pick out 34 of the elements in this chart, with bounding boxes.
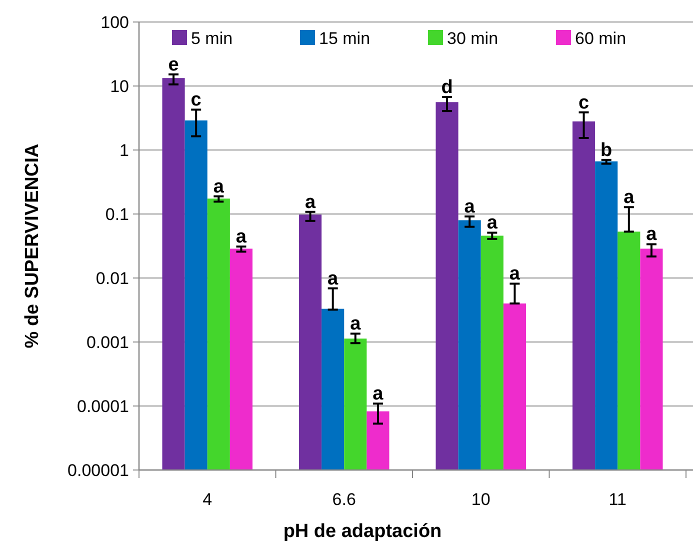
data-label: a — [213, 176, 224, 198]
legend-label: 15 min — [319, 29, 370, 48]
y-tick-label: 0.00001 — [68, 460, 129, 480]
x-tick-label: 11 — [608, 490, 626, 509]
data-label: a — [236, 226, 247, 248]
legend-label: 5 min — [191, 29, 233, 48]
data-label: a — [464, 196, 476, 218]
y-tick-label: 1 — [120, 140, 129, 160]
data-label: a — [372, 384, 384, 405]
x-axis-title: pH de adaptación — [283, 521, 442, 541]
data-label: d — [441, 77, 453, 98]
data-label: c — [190, 90, 202, 111]
y-tick-label: 0.0001 — [77, 396, 129, 416]
x-tick-label: 6.6 — [332, 490, 356, 509]
y-axis-title: % de SUPERVIVENCIA — [22, 143, 43, 348]
data-label: a — [646, 224, 658, 246]
data-label: a — [486, 212, 498, 234]
legend-label: 60 min — [575, 29, 626, 48]
data-label: b — [600, 140, 612, 161]
y-tick-label: 0.001 — [86, 332, 129, 352]
y-tick-label: 10 — [110, 76, 129, 96]
y-tick-label: 0.1 — [105, 204, 129, 224]
data-label: a — [624, 187, 635, 208]
data-label: c — [578, 92, 590, 114]
data-label: a — [509, 264, 520, 285]
data-label: a — [328, 268, 339, 290]
x-tick-label: 10 — [471, 490, 490, 509]
x-tick-label: 4 — [202, 490, 212, 509]
data-label: a — [304, 192, 316, 213]
data-label: e — [168, 54, 179, 76]
data-label: a — [350, 314, 362, 335]
y-tick-label: 100 — [100, 12, 129, 32]
y-tick-label: 0.01 — [96, 268, 129, 288]
legend-label: 30 min — [447, 29, 498, 48]
